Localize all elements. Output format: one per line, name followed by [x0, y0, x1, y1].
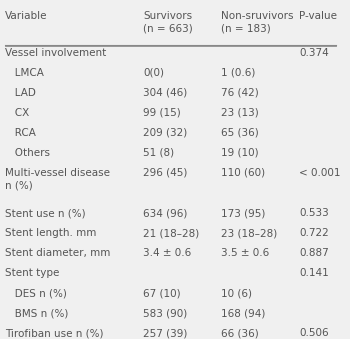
Text: Stent length. mm: Stent length. mm [5, 228, 96, 238]
Text: 0.506: 0.506 [299, 328, 329, 338]
Text: 99 (15): 99 (15) [144, 108, 181, 118]
Text: Stent use n (%): Stent use n (%) [5, 208, 85, 218]
Text: 0.887: 0.887 [299, 248, 329, 258]
Text: 10 (6): 10 (6) [221, 288, 252, 298]
Text: Vessel involvement: Vessel involvement [5, 47, 106, 58]
Text: 51 (8): 51 (8) [144, 148, 175, 158]
Text: 23 (13): 23 (13) [221, 108, 259, 118]
Text: 21 (18–28): 21 (18–28) [144, 228, 200, 238]
Text: LAD: LAD [5, 88, 36, 98]
Text: 66 (36): 66 (36) [221, 328, 259, 338]
Text: 0(0): 0(0) [144, 68, 164, 78]
Text: 173 (95): 173 (95) [221, 208, 266, 218]
Text: DES n (%): DES n (%) [5, 288, 66, 298]
Text: Stent type: Stent type [5, 268, 59, 278]
Text: 168 (94): 168 (94) [221, 308, 266, 318]
Text: 110 (60): 110 (60) [221, 168, 265, 178]
Text: Multi-vessel disease
n (%): Multi-vessel disease n (%) [5, 168, 110, 190]
Text: 1 (0.6): 1 (0.6) [221, 68, 255, 78]
Text: 65 (36): 65 (36) [221, 128, 259, 138]
Text: 304 (46): 304 (46) [144, 88, 188, 98]
Text: 209 (32): 209 (32) [144, 128, 188, 138]
Text: 0.141: 0.141 [299, 268, 329, 278]
Text: 76 (42): 76 (42) [221, 88, 259, 98]
Text: 3.4 ± 0.6: 3.4 ± 0.6 [144, 248, 192, 258]
Text: 3.5 ± 0.6: 3.5 ± 0.6 [221, 248, 270, 258]
Text: Others: Others [5, 148, 50, 158]
Text: P-value: P-value [299, 11, 337, 21]
Text: Survivors
(n = 663): Survivors (n = 663) [144, 11, 193, 34]
Text: 0.533: 0.533 [299, 208, 329, 218]
Text: Non-sruvivors
(n = 183): Non-sruvivors (n = 183) [221, 11, 294, 34]
Text: Tirofiban use n (%): Tirofiban use n (%) [5, 328, 103, 338]
Text: < 0.001: < 0.001 [299, 168, 341, 178]
Text: CX: CX [5, 108, 29, 118]
Text: RCA: RCA [5, 128, 36, 138]
Text: 634 (96): 634 (96) [144, 208, 188, 218]
Text: 0.722: 0.722 [299, 228, 329, 238]
Text: 257 (39): 257 (39) [144, 328, 188, 338]
Text: 67 (10): 67 (10) [144, 288, 181, 298]
Text: 296 (45): 296 (45) [144, 168, 188, 178]
Text: Variable: Variable [5, 11, 47, 21]
Text: 583 (90): 583 (90) [144, 308, 188, 318]
Text: Stent diameter, mm: Stent diameter, mm [5, 248, 110, 258]
Text: BMS n (%): BMS n (%) [5, 308, 68, 318]
Text: 0.374: 0.374 [299, 47, 329, 58]
Text: 23 (18–28): 23 (18–28) [221, 228, 278, 238]
Text: 19 (10): 19 (10) [221, 148, 259, 158]
Text: LMCA: LMCA [5, 68, 44, 78]
